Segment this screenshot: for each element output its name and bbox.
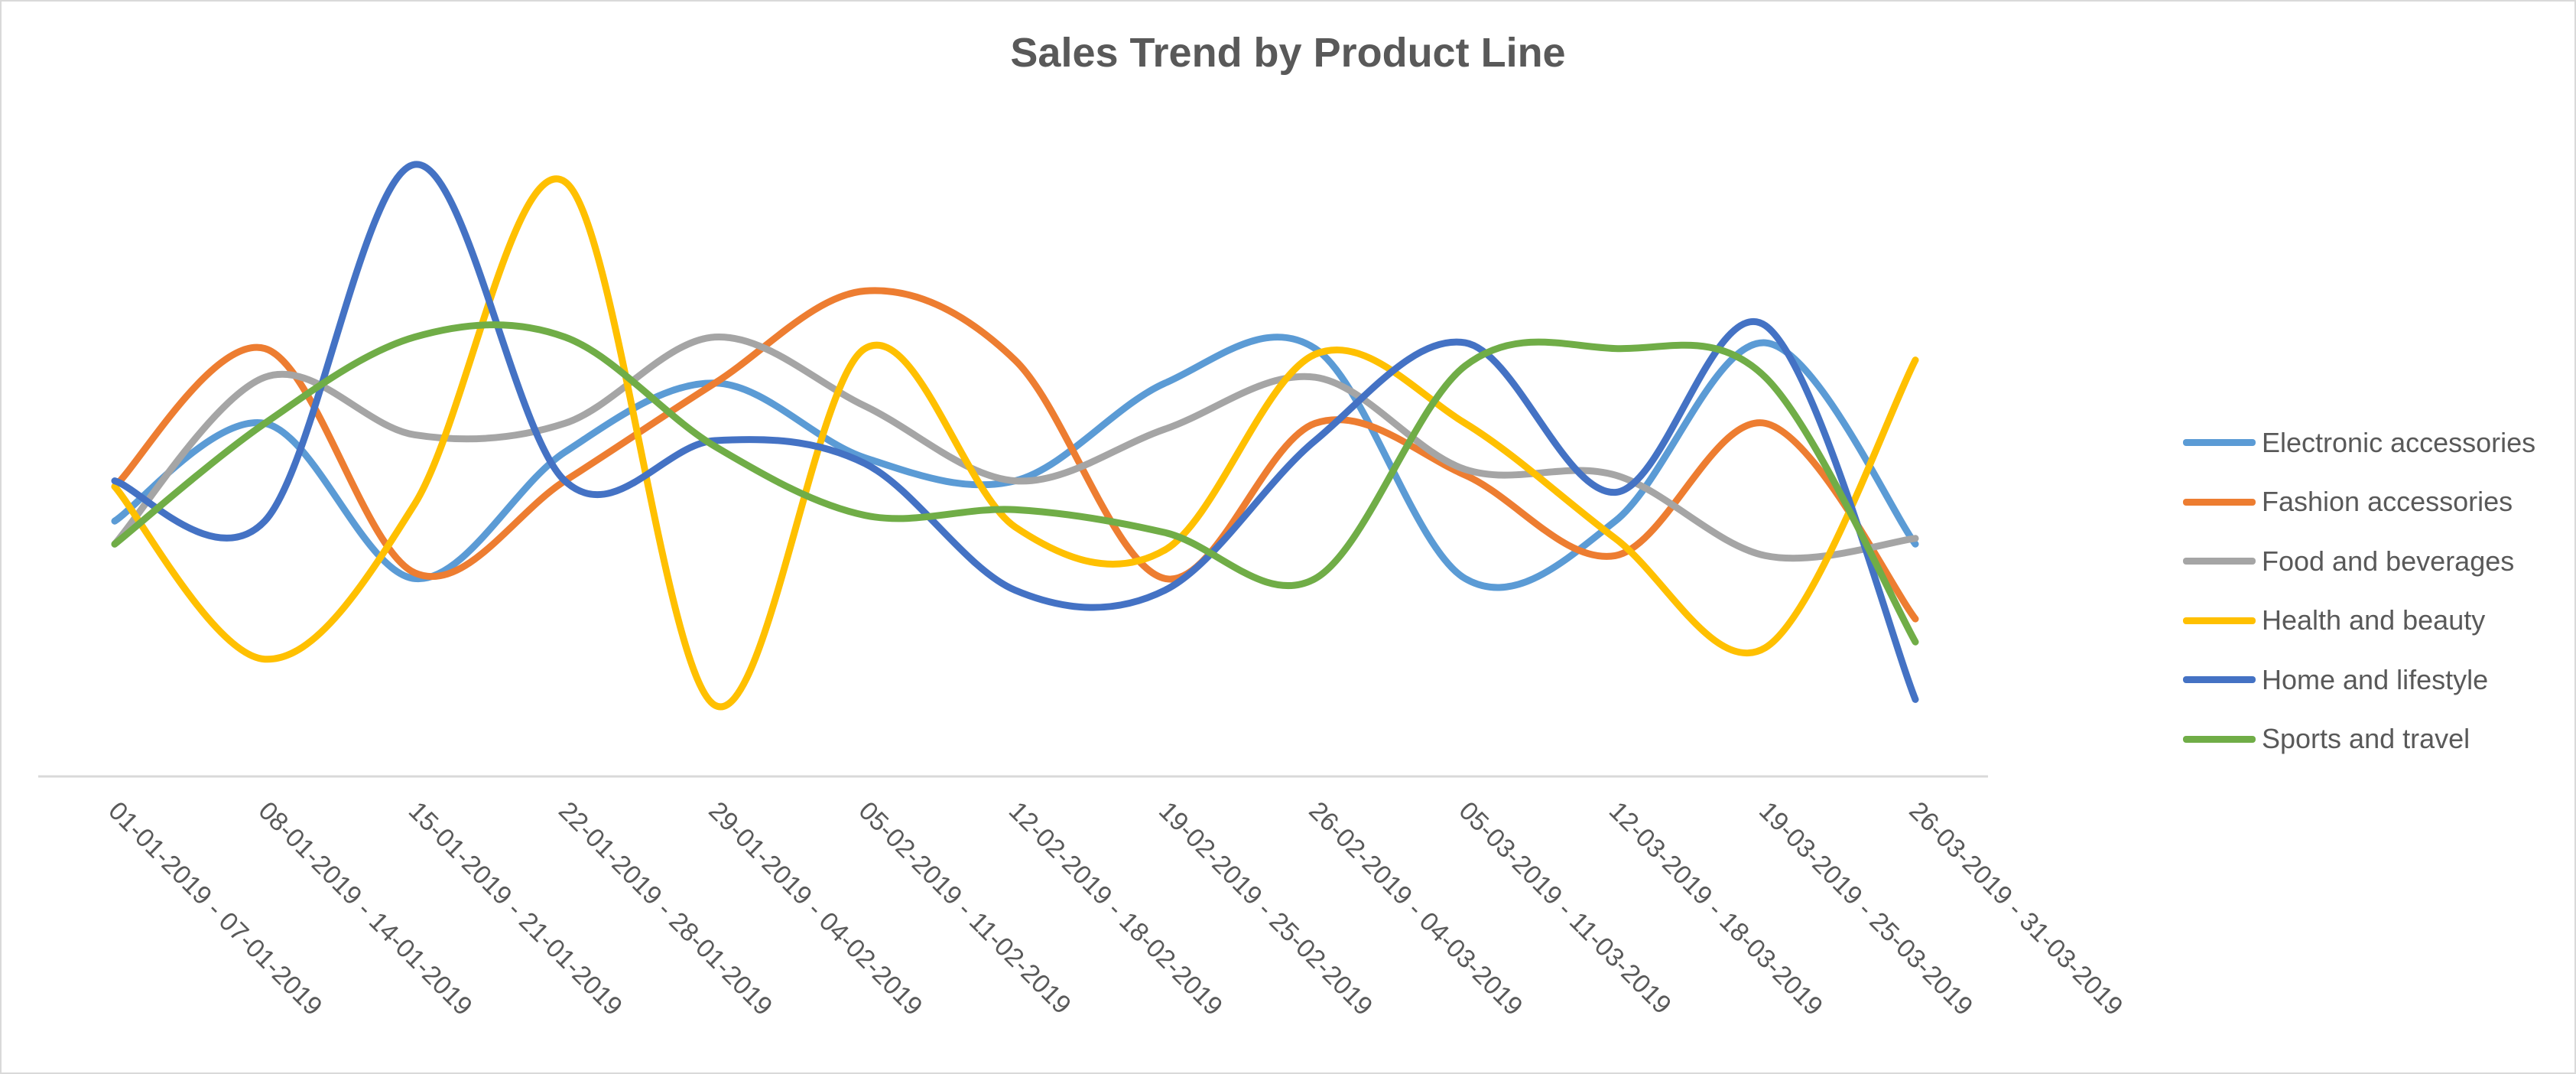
legend-swatch [2183, 498, 2256, 506]
series-layer [111, 161, 1919, 711]
legend-swatch [2183, 617, 2256, 624]
legend-label: Health and beauty [2262, 604, 2486, 636]
legend-swatch [2183, 676, 2256, 684]
legend-label: Sports and travel [2262, 723, 2470, 755]
legend-item: Electronic accessories [2183, 413, 2535, 473]
legend-swatch [2183, 735, 2256, 743]
series-line-electronic-accessories [111, 334, 1919, 591]
legend-swatch [2183, 558, 2256, 565]
legend-item: Home and lifestyle [2183, 650, 2535, 710]
legend-item: Sports and travel [2183, 710, 2535, 770]
series-line-health-and-beauty [111, 175, 1919, 711]
series-line-fashion-accessories [111, 287, 1919, 623]
legend-item: Health and beauty [2183, 591, 2535, 651]
chart-title: Sales Trend by Product Line [1010, 30, 1566, 76]
legend-swatch [2183, 439, 2256, 447]
legend-label: Food and beverages [2262, 545, 2515, 577]
legend-label: Home and lifestyle [2262, 663, 2489, 695]
legend-label: Fashion accessories [2262, 486, 2513, 518]
legend-item: Food and beverages [2183, 532, 2535, 591]
series-line-food-and-beverages [111, 334, 1919, 562]
series-line-home-and-lifestyle [111, 161, 1919, 703]
series-line-sports-and-travel [111, 321, 1919, 646]
legend: Electronic accessories Fashion accessorie… [2183, 413, 2535, 769]
legend-item: Fashion accessories [2183, 473, 2535, 532]
legend-label: Electronic accessories [2262, 426, 2536, 458]
